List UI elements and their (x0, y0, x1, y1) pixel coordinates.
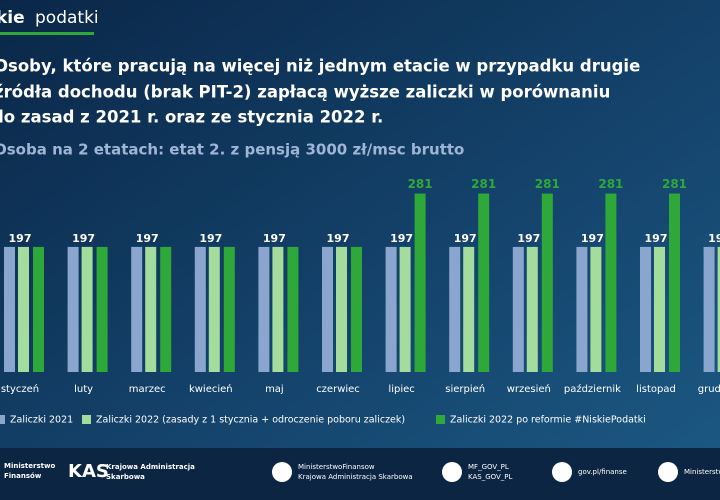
footer-text: MF_GOV_PL (468, 463, 509, 471)
footer-text: MinisterstwoFinansow (298, 463, 375, 471)
bar (654, 246, 665, 372)
footer-band (0, 448, 720, 500)
bar (194, 246, 206, 372)
bar (67, 246, 79, 372)
x-tick-label: listopad (636, 384, 676, 395)
footer-text: Skarbowa (106, 473, 145, 481)
kas-logo: KAS (68, 461, 109, 482)
bar (703, 246, 715, 372)
bar (414, 193, 426, 372)
x-tick-label: lipiec (388, 384, 414, 395)
legend-swatch (82, 415, 91, 424)
bar (351, 246, 362, 372)
brand-underline (0, 32, 94, 35)
x-tick-label: październik (564, 383, 621, 395)
x-tick-label: marzec (129, 384, 166, 395)
bar (18, 246, 29, 372)
x-tick-label: czerwiec (316, 384, 360, 395)
footer-text: Ministerstwo Finansów (684, 468, 720, 476)
bar (272, 246, 284, 372)
twitter-icon (442, 462, 462, 482)
legend-label: Zaliczki 2022 po reformie #NiskiePodatki (450, 415, 646, 426)
bar (208, 246, 220, 372)
bar (4, 246, 15, 372)
x-tick-label: wrzesień (507, 383, 551, 395)
data-label: 197 (390, 232, 413, 245)
title: Osoby, które pracują na więcej niż jedny… (0, 57, 640, 127)
footer-text: Ministerstwo (4, 462, 55, 470)
x-tick-label: luty (74, 384, 93, 395)
data-label: 197 (645, 232, 668, 245)
bar (322, 246, 333, 372)
data-label: 197 (263, 232, 286, 245)
bar (640, 246, 651, 372)
bar (160, 246, 172, 372)
legend-swatch (436, 415, 445, 424)
x-tick-label: styczeń (1, 383, 39, 395)
data-label: 197 (517, 232, 540, 245)
data-label: 197 (199, 232, 222, 245)
x-tick-label: maj (265, 384, 284, 395)
title-line: do zasad z 2021 r. oraz ze stycznia 2022… (0, 108, 383, 127)
footer: Ministerstwo Finansów KAS Krajowa Admini… (4, 461, 720, 482)
data-label: 281 (471, 177, 496, 191)
footer-text: Finansów (4, 472, 42, 480)
bar (605, 193, 617, 372)
bar (385, 246, 397, 372)
brand-bold: kie (0, 8, 25, 28)
youtube-icon (272, 462, 292, 482)
title-line: źródła dochodu (brak PIT-2) zapłacą wyżs… (0, 83, 610, 102)
bar (131, 246, 143, 372)
chart: styczeń 197 luty 197 marzec 197 kwiecień 197 maj… (0, 177, 720, 426)
data-label: 197 (454, 232, 477, 245)
footer-text: Krajowa Administracja (106, 463, 195, 471)
bar (96, 246, 108, 372)
bar (81, 246, 93, 372)
bar (463, 246, 475, 372)
brand-light: podatki (35, 8, 99, 28)
data-label: 281 (598, 177, 623, 191)
bar (478, 193, 490, 372)
data-label: 197 (136, 232, 159, 245)
data-label: 197 (327, 232, 350, 245)
x-tick-label: sierpień (445, 383, 485, 395)
legend-swatch (0, 415, 5, 424)
footer-text: Krajowa Administracja Skarbowa (298, 473, 413, 481)
facebook-icon (552, 462, 572, 482)
data-label: 197 (72, 232, 95, 245)
title-line: Osoby, które pracują na więcej niż jedny… (0, 57, 640, 76)
bar (590, 246, 602, 372)
legend-label: Zaliczki 2022 (zasady z 1 stycznia + odr… (96, 415, 405, 426)
bar (669, 193, 680, 372)
bar (512, 246, 524, 372)
bar (541, 193, 553, 372)
x-tick-label: kwiecień (189, 383, 233, 395)
data-label: 197 (581, 232, 604, 245)
linkedin-icon (658, 462, 678, 482)
subtitle: Osoba na 2 etatach: etat 2. z pensją 300… (0, 141, 464, 159)
footer-text: gov.pl/finanse (578, 468, 627, 476)
bar (258, 246, 270, 372)
bar (223, 246, 235, 372)
x-tick-label: grudzień (698, 383, 720, 395)
bar (287, 246, 299, 372)
footer-text: KAS_GOV_PL (468, 473, 513, 481)
data-label: 281 (408, 177, 433, 191)
legend-label: Zaliczki 2021 (10, 415, 73, 426)
bar (717, 246, 720, 372)
bar (526, 246, 538, 372)
bar (145, 246, 157, 372)
bar (336, 246, 347, 372)
data-label: 197 (708, 232, 720, 245)
bar (576, 246, 588, 372)
data-label: 197 (9, 232, 32, 245)
bar (399, 246, 411, 372)
bar (33, 246, 44, 372)
data-label: 281 (535, 177, 560, 191)
data-label: 281 (662, 177, 687, 191)
bar (449, 246, 461, 372)
